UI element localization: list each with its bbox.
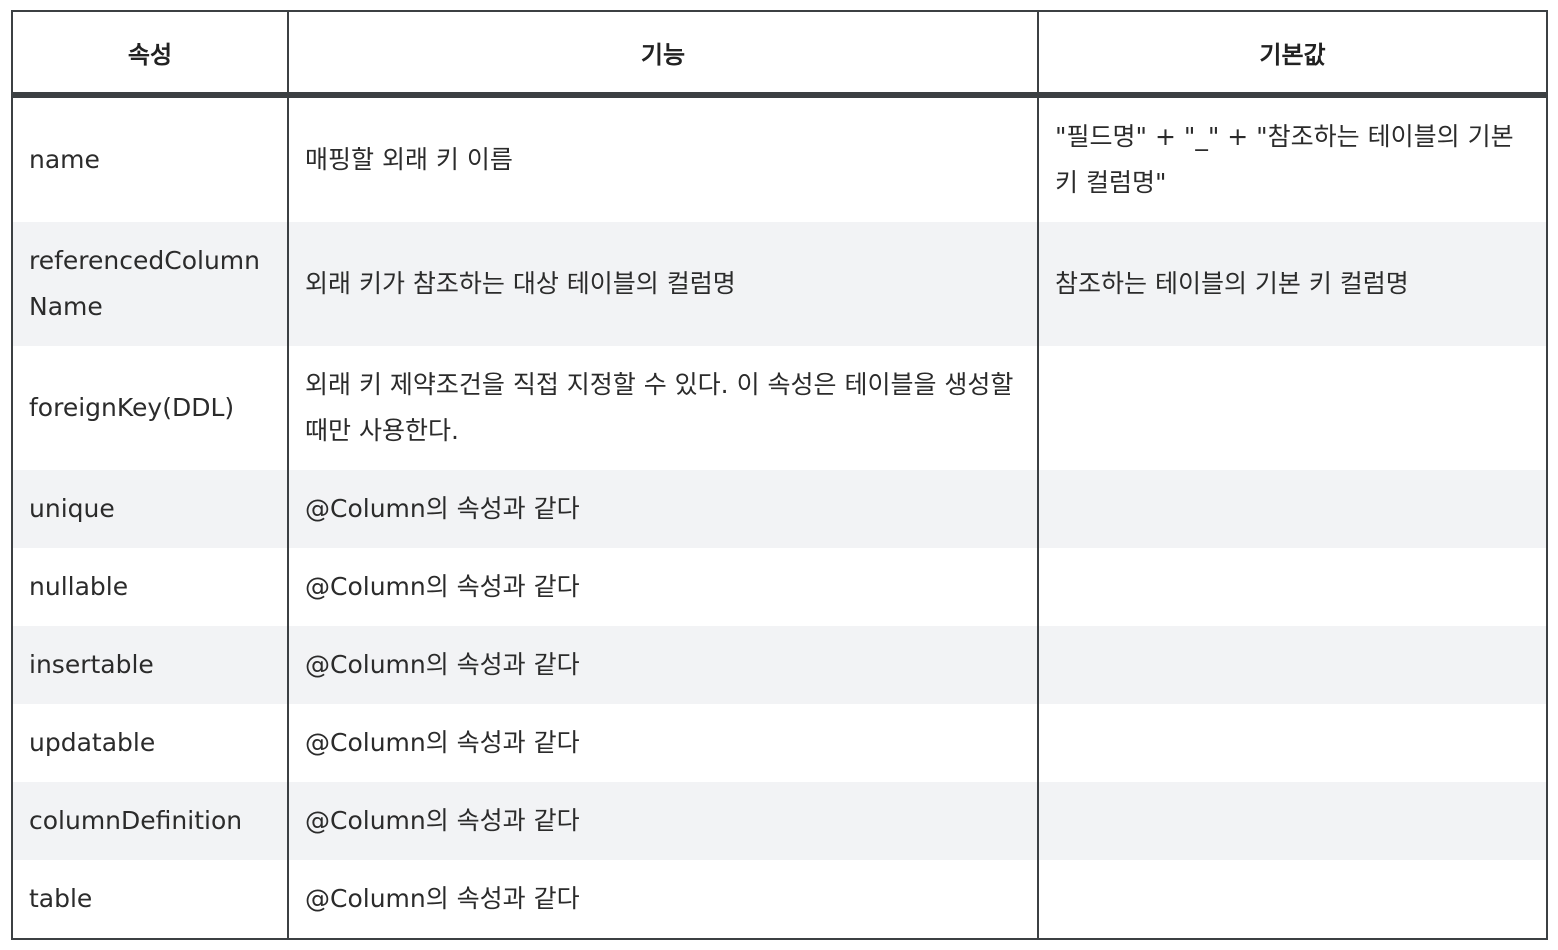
- cell-default: [1037, 782, 1548, 860]
- cell-default: 참조하는 테이블의 기본 키 컬럼명: [1037, 222, 1548, 346]
- cell-function: 외래 키 제약조건을 직접 지정할 수 있다. 이 속성은 테이블을 생성할 때…: [287, 346, 1039, 470]
- cell-default: [1037, 860, 1548, 939]
- attribute-table: 속성 기능 기본값 name 매핑할 외래 키 이름 "필드명" + "_" +…: [11, 10, 1548, 940]
- cell-function: @Column의 속성과 같다: [287, 782, 1039, 860]
- cell-attribute: insertable: [11, 626, 289, 704]
- table-row: unique @Column의 속성과 같다: [11, 470, 1548, 548]
- table-row: nullable @Column의 속성과 같다: [11, 548, 1548, 626]
- cell-attribute: name: [11, 95, 289, 222]
- header-function: 기능: [287, 11, 1039, 98]
- cell-attribute: updatable: [11, 704, 289, 782]
- cell-function: @Column의 속성과 같다: [287, 470, 1039, 548]
- header-default: 기본값: [1037, 11, 1548, 98]
- cell-default: [1037, 470, 1548, 548]
- cell-function: @Column의 속성과 같다: [287, 704, 1039, 782]
- cell-default: [1037, 346, 1548, 470]
- table-row: foreignKey(DDL) 외래 키 제약조건을 직접 지정할 수 있다. …: [11, 346, 1548, 470]
- table-row: insertable @Column의 속성과 같다: [11, 626, 1548, 704]
- table-header: 속성 기능 기본값: [11, 11, 1548, 98]
- table-row: columnDefinition @Column의 속성과 같다: [11, 782, 1548, 860]
- table-row: updatable @Column의 속성과 같다: [11, 704, 1548, 782]
- table-row: table @Column의 속성과 같다: [11, 860, 1548, 939]
- cell-function: 매핑할 외래 키 이름: [287, 95, 1039, 222]
- cell-function: @Column의 속성과 같다: [287, 626, 1039, 704]
- cell-default: [1037, 548, 1548, 626]
- cell-function: @Column의 속성과 같다: [287, 548, 1039, 626]
- cell-attribute: nullable: [11, 548, 289, 626]
- table-row: referencedColumnName 외래 키가 참조하는 대상 테이블의 …: [11, 222, 1548, 346]
- header-row: 속성 기능 기본값: [11, 11, 1548, 98]
- attribute-table-container: 속성 기능 기본값 name 매핑할 외래 키 이름 "필드명" + "_" +…: [11, 10, 1548, 940]
- table-body: name 매핑할 외래 키 이름 "필드명" + "_" + "참조하는 테이블…: [11, 95, 1548, 939]
- cell-attribute: table: [11, 860, 289, 939]
- cell-attribute: referencedColumnName: [11, 222, 289, 346]
- cell-function: @Column의 속성과 같다: [287, 860, 1039, 939]
- cell-default: [1037, 704, 1548, 782]
- cell-default: "필드명" + "_" + "참조하는 테이블의 기본 키 컬럼명": [1037, 95, 1548, 222]
- cell-function: 외래 키가 참조하는 대상 테이블의 컬럼명: [287, 222, 1039, 346]
- cell-default: [1037, 626, 1548, 704]
- table-row: name 매핑할 외래 키 이름 "필드명" + "_" + "참조하는 테이블…: [11, 95, 1548, 222]
- header-attribute: 속성: [11, 11, 289, 98]
- cell-attribute: unique: [11, 470, 289, 548]
- cell-attribute: columnDefinition: [11, 782, 289, 860]
- cell-attribute: foreignKey(DDL): [11, 346, 289, 470]
